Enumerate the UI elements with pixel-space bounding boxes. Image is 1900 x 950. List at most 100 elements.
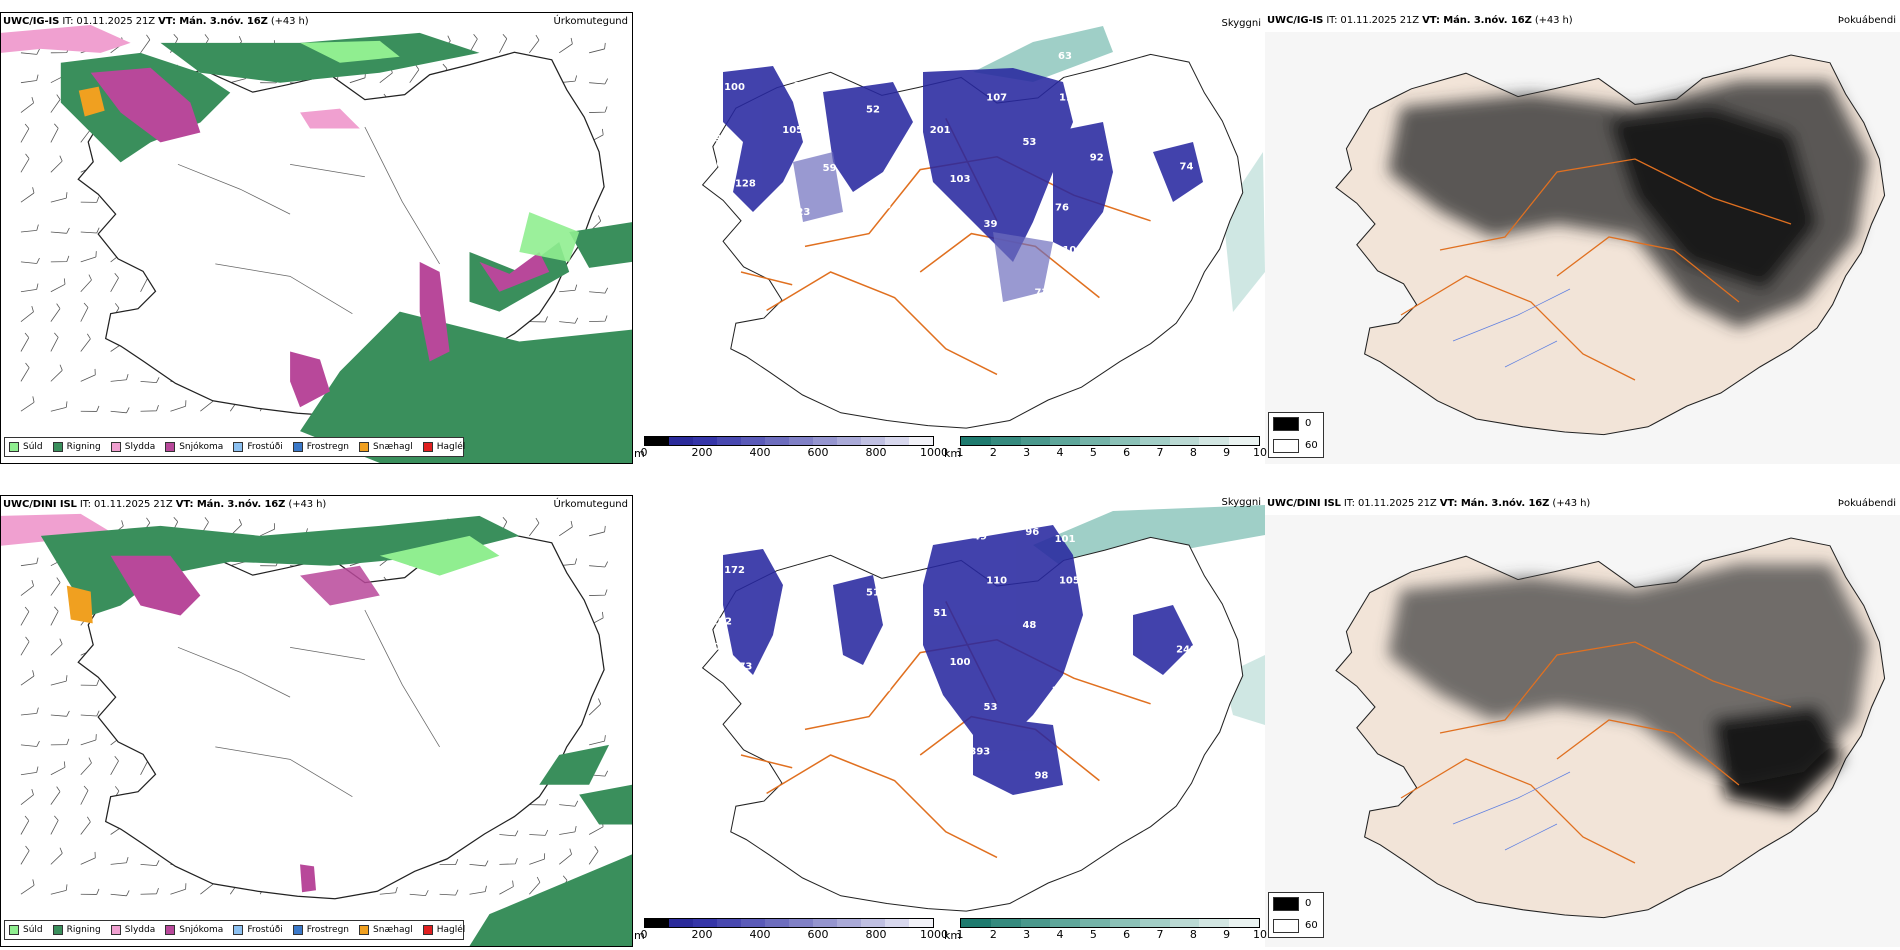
colorbar-swatch <box>693 919 717 927</box>
colorbar-unit: km <box>944 929 962 942</box>
cloud-base-label: 107 <box>986 92 1007 103</box>
cloud-base-label: 199 <box>965 803 986 814</box>
cloud-base-label: 56 <box>1130 674 1144 685</box>
legend-item: Snjókoma <box>165 442 223 452</box>
legend-item: Rigning <box>52 925 101 935</box>
colorbar-tick-label: 800 <box>865 928 887 941</box>
cloud-base-label: 54 <box>1186 218 1200 229</box>
colorbar-tick-label: 5 <box>1089 446 1097 459</box>
panel-field-name: Skyggni <box>1221 18 1261 29</box>
legend-item: Súld <box>9 925 43 935</box>
legend-item: Haglél <box>422 442 465 452</box>
cloud-base-label: 135 <box>1031 817 1052 828</box>
cloud-base-label: 73 <box>927 44 941 55</box>
cloud-base-label: 110 <box>986 575 1007 586</box>
cloud-base-label: 49 <box>877 684 891 695</box>
legend-item: Haglél <box>422 925 465 935</box>
cloud-base-label: 63 <box>877 201 891 212</box>
legend-item: Frostregn <box>292 925 349 935</box>
colorbar-tick-label: 200 <box>691 446 713 459</box>
colorbar-tick-label: 4 <box>1056 928 1064 941</box>
colorbar-tick-label: 1000 <box>920 446 948 459</box>
cloud-base-label: 73 <box>738 662 752 673</box>
colorbar-tick-label: 400 <box>749 928 771 941</box>
colorbar-swatch <box>1080 437 1110 445</box>
panel-title: UWC/DINI ISL IT: 01.11.2025 21Z VT: Mán.… <box>3 499 327 510</box>
colorbar-swatch <box>1139 919 1170 927</box>
cloud-base-label: 73 <box>1034 288 1048 299</box>
cloud-base-label: 50 <box>751 288 765 299</box>
panel-title: UWC/IG-IS IT: 01.11.2025 21Z VT: Mán. 3.… <box>1267 15 1573 26</box>
cloud-base-label: 150 <box>965 320 986 331</box>
cloud-base-label: 74 <box>1180 161 1194 172</box>
cloud-base-label: 70 <box>1186 701 1200 712</box>
colorbar-ticks: 0 200 400 600 800 1000 <box>640 446 949 460</box>
precip-areas <box>1 513 632 946</box>
colorbar-tick-label: 7 <box>1156 446 1164 459</box>
cloud-base-label: 139 <box>782 608 803 619</box>
cloud-base-label: 65 <box>827 259 841 270</box>
colorbar-swatch <box>645 437 669 445</box>
colorbar-tick-label: 600 <box>807 446 829 459</box>
colorbar-swatches <box>644 918 934 928</box>
cloud-base-label: 105 <box>782 125 803 136</box>
colorbar-swatch <box>861 919 885 927</box>
cloud-base-areas <box>723 66 1203 262</box>
colorbar-tick-label: 8 <box>1189 928 1197 941</box>
cloud-base-label: 63 <box>837 301 851 312</box>
precip-type-legend: Súld Rigning Slydda Snjókoma Frostúði Fr… <box>4 920 465 940</box>
cloud-base-label: 59 <box>1136 240 1150 251</box>
road-lines <box>177 609 440 797</box>
cloud-base-label: 52 <box>866 105 880 116</box>
colorbar-swatch <box>693 437 717 445</box>
colorbar-swatch <box>1169 919 1200 927</box>
precip-type-panel-top: UWC/IG-IS IT: 01.11.2025 21Z VT: Mán. 3.… <box>0 12 633 464</box>
colorbar-swatch <box>1020 919 1051 927</box>
road-lines <box>177 126 440 314</box>
cloud-base-label: 103 <box>950 174 971 185</box>
cloud-base-label: 119 <box>750 246 771 257</box>
cloud-base-label: 142 <box>1086 635 1107 646</box>
precip-map <box>1 24 632 463</box>
cloud-base-colorbar: 0 200 400 600 800 1000 m <box>634 918 949 942</box>
colorbar-swatch <box>1109 437 1140 445</box>
legend-item: Snæhagl <box>359 925 413 935</box>
colorbar-swatch <box>741 919 765 927</box>
colorbar-tick-label: 0 <box>640 446 648 459</box>
cloud-base-label: 69 <box>847 527 861 538</box>
colorbar-swatch <box>645 919 669 927</box>
cloud-base-label: 106 <box>1052 685 1073 696</box>
panel-field-name: Þokuábendi <box>1837 498 1896 509</box>
legend-item: Snjókoma <box>165 925 223 935</box>
cloud-base-label: 123 <box>789 207 810 218</box>
cloud-base-label: 128 <box>735 179 756 190</box>
colorbar-swatch <box>1050 919 1081 927</box>
panel-field-name: Skyggni <box>1221 497 1261 508</box>
cloud-base-label: 100 <box>724 82 745 93</box>
colorbar-ticks: 0 200 400 600 800 1000 <box>641 928 949 942</box>
visibility-colorbar: 1 2 3 4 5 6 7 8 9 10 km <box>944 918 1267 942</box>
road-lines <box>1400 641 1792 864</box>
colorbar-swatch <box>1109 919 1140 927</box>
colorbar-swatch <box>961 437 991 445</box>
cloud-base-label: 78 <box>706 582 720 593</box>
cloud-base-labels: 103 63 201 39 59 53 60 52 76 123 107 116 105 92 65 72 10… <box>703 44 1200 347</box>
colorbar-swatch <box>813 919 837 927</box>
colorbar-swatch <box>1229 919 1259 927</box>
visibility-colorbar: 1 2 3 4 5 6 7 8 9 10 km <box>944 436 1268 460</box>
cloud-base-label: 118 <box>1059 93 1080 104</box>
cloud-base-label: 51 <box>933 608 947 619</box>
cloud-base-label: 85 <box>1142 559 1156 570</box>
cloud-base-label: 46 <box>706 211 720 222</box>
cloud-base-label: 110 <box>775 527 796 538</box>
colorbar-swatch <box>1020 437 1051 445</box>
cloud-base-label: 60 <box>894 245 908 256</box>
colorbar-tick-label: 9 <box>1223 928 1231 941</box>
cloud-base-label: 48 <box>1022 620 1036 631</box>
fog-map <box>1265 32 1900 464</box>
colorbar-swatch <box>909 437 933 445</box>
precip-map <box>1 513 632 946</box>
colorbar-swatches <box>960 918 1260 928</box>
colorbar-ticks: 1 2 3 4 5 6 7 8 9 10 <box>957 446 1268 460</box>
fog-legend: 0 60 <box>1268 412 1324 458</box>
